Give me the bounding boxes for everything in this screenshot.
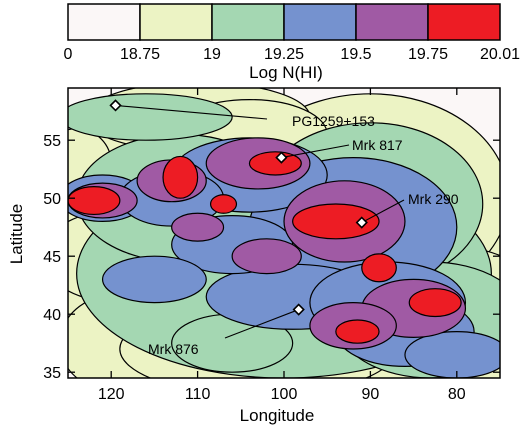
y-tick-label: 55 (43, 133, 61, 150)
nhi-contour-region (171, 212, 225, 242)
source-label: PG1259+153 (292, 113, 375, 129)
colorbar-tick-label: 0 (64, 46, 73, 63)
source-leader-line (361, 199, 405, 224)
nhi-contour-region (68, 186, 121, 216)
x-axis-title: Longitude (240, 406, 315, 425)
source-marker (292, 303, 305, 316)
nhi-contour-region (408, 288, 462, 318)
nhi-contour-region (162, 155, 199, 199)
colorbar: 0 18.75 19 19.25 19.5 19.75 20.01 (64, 3, 520, 63)
y-tick-label: 50 (43, 191, 61, 208)
colorbar-tick-label: 19.25 (264, 46, 304, 63)
source-leader-line (115, 104, 268, 120)
source-label: Mrk 876 (148, 341, 199, 357)
nhi-contour-region (292, 203, 380, 240)
plot-area (67, 87, 501, 379)
source-marker (355, 216, 368, 229)
source-label: Mrk 290 (408, 191, 459, 207)
colorbar-swatch (283, 3, 357, 41)
colorbar-tick-label: 19.75 (408, 46, 448, 63)
colorbar-tick-label: 19 (203, 46, 221, 63)
source-marker (109, 99, 122, 112)
source-annotations: PG1259+153 Mrk 817 Mrk 290 Mrk 876 (109, 99, 459, 357)
nhi-contour-region (335, 319, 380, 344)
colorbar-swatch (355, 3, 429, 41)
colorbar-swatch (67, 3, 141, 41)
y-tick-label: 45 (43, 249, 61, 266)
nhi-contour-region (68, 93, 233, 141)
source-leader-line (281, 144, 350, 159)
nhi-contour-region (231, 238, 302, 275)
colorbar-tick-label: 19.5 (340, 46, 371, 63)
nhi-contour-region (209, 194, 238, 214)
nhi-contour-region (248, 151, 302, 176)
colorbar-tick-label: 18.75 (120, 46, 160, 63)
x-tick-label: 110 (185, 386, 211, 403)
x-tick-label: 120 (98, 386, 125, 403)
x-axis: 120 110 100 90 80 (98, 88, 466, 403)
colorbar-label: Log N(HI) (249, 63, 323, 82)
x-tick-label: 100 (271, 386, 298, 403)
y-tick-label: 35 (43, 365, 61, 382)
y-axis-title: Latitude (7, 204, 26, 265)
colorbar-swatch (139, 3, 213, 41)
y-axis: 35 40 45 50 55 (43, 133, 500, 382)
source-leader-line (224, 309, 299, 339)
y-tick-label: 40 (43, 307, 61, 324)
nhi-contour-region (361, 253, 397, 283)
x-tick-label: 90 (362, 386, 380, 403)
nhi-contour-region (101, 255, 207, 304)
colorbar-tick-label: 20.01 (480, 46, 520, 63)
source-marker (275, 151, 288, 164)
colorbar-swatch (427, 3, 501, 41)
colorbar-swatch (211, 3, 285, 41)
x-tick-label: 80 (448, 386, 466, 403)
source-label: Mrk 817 (352, 137, 403, 153)
